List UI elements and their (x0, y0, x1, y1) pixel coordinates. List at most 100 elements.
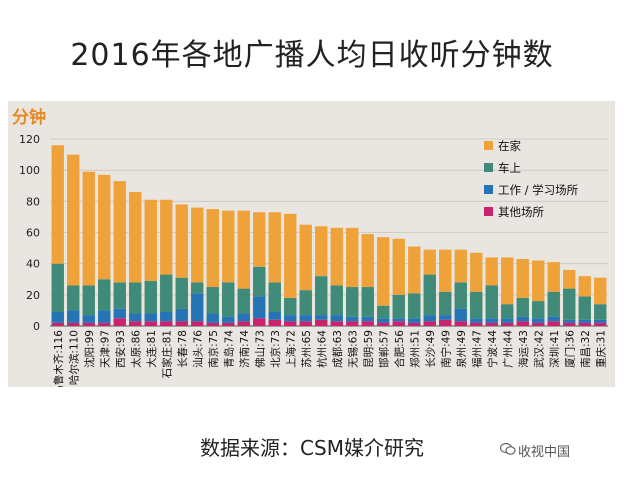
bar-segment (439, 319, 452, 326)
x-category-label: 太原:86 (129, 330, 142, 368)
x-category-label: 郑州:51 (408, 330, 421, 368)
bar-segment (175, 204, 188, 278)
bar-segment (423, 249, 436, 275)
x-category-label: 大连:81 (145, 330, 158, 368)
bar-segment (206, 209, 219, 288)
bar-segment (268, 212, 281, 283)
bar-segment (578, 276, 591, 297)
bar-segment (563, 288, 576, 320)
bar-segment (516, 321, 529, 326)
bar-segment (423, 321, 436, 326)
bar-segment (191, 207, 204, 283)
x-category-label: 南宁:49 (439, 330, 452, 368)
y-tick-label: 80 (26, 195, 40, 208)
bar-segment (532, 318, 545, 323)
bar-segment (129, 282, 142, 314)
bar-segment (98, 310, 111, 323)
bar-segment (470, 318, 483, 323)
x-category-label: 成都:63 (332, 330, 344, 368)
bar-segment (563, 322, 576, 326)
bar-segment (501, 304, 514, 319)
x-category-label: 哈尔滨:110 (67, 330, 80, 385)
bar-segment (237, 210, 250, 289)
legend-swatch (484, 207, 493, 216)
bar-segment (144, 313, 157, 322)
legend-swatch (484, 163, 493, 172)
bar-segment (377, 318, 390, 323)
x-category-label: 西安:93 (114, 330, 127, 368)
x-category-label: 苏州:65 (300, 330, 313, 368)
bar-segment (392, 318, 405, 322)
bar-segment (98, 279, 111, 311)
bar-segment (284, 321, 297, 326)
bar-segment (392, 294, 405, 319)
bar-segment (532, 301, 545, 319)
bar-segment (392, 321, 405, 326)
bar-segment (206, 322, 219, 326)
bar-segment (98, 174, 111, 280)
wechat-icon (500, 442, 516, 455)
x-category-label: 北京:73 (269, 330, 282, 368)
bar-segment (578, 322, 591, 326)
bar-segment (284, 315, 297, 322)
legend-swatch (484, 185, 493, 194)
x-category-label: 上海:72 (284, 330, 297, 368)
legend-label: 在家 (498, 139, 521, 153)
bar-segment (191, 282, 204, 294)
bar-segment (191, 321, 204, 326)
bar-segment (578, 319, 591, 323)
bar-segment (454, 321, 467, 326)
bar-segment (532, 260, 545, 302)
bar-segment (113, 282, 126, 309)
bar-segment (547, 316, 560, 322)
legend-swatch (484, 141, 493, 150)
bar-segment (408, 322, 421, 326)
bar-segment (175, 321, 188, 326)
bar-segment (547, 321, 560, 326)
y-tick-label: 20 (26, 289, 40, 302)
bar-segment (299, 315, 312, 322)
bar-segment (330, 321, 343, 326)
bar-segment (501, 257, 514, 305)
bar-segment (253, 212, 266, 267)
bar-segment (253, 266, 266, 297)
bar-segment (237, 313, 250, 322)
bar-segment (532, 322, 545, 326)
bar-segment (67, 310, 80, 323)
bar-segment (454, 249, 467, 283)
bar-segment (408, 246, 421, 294)
bar-segment (144, 280, 157, 314)
legend-label: 其他场所 (498, 205, 544, 219)
bar-segment (113, 308, 126, 319)
bar-segment (346, 316, 359, 322)
bar-segment (439, 315, 452, 320)
bar-segment (175, 277, 188, 309)
bar-segment (191, 293, 204, 322)
bar-segment (361, 316, 374, 322)
bar-segment (51, 263, 64, 312)
bar-segment (160, 199, 173, 275)
bar-segment (206, 313, 219, 323)
bar-segment (315, 315, 328, 320)
bar-segment (299, 321, 312, 326)
bar-segment (408, 318, 421, 323)
bar-segment (113, 181, 126, 283)
bar-segment (113, 318, 126, 326)
x-category-label: 杭州:64 (315, 330, 328, 368)
bar-segment (129, 191, 142, 283)
bar-segment (578, 296, 591, 320)
bar-segment (284, 213, 297, 298)
y-tick-label: 100 (19, 164, 40, 177)
bar-segment (284, 297, 297, 316)
bar-segment (485, 318, 498, 323)
y-axis-unit-label: 分钟 (12, 107, 46, 128)
bar-segment (237, 321, 250, 326)
x-category-label: 乌鲁木齐:116 (52, 330, 65, 387)
x-category-label: 广州:44 (502, 330, 514, 368)
bar-segment (175, 308, 188, 322)
chart-panel: 分钟 0 20 40 60 80 100 120 乌鲁木齐:116 哈尔滨:110 沈阳:99 天津:… (8, 101, 615, 387)
bar-segment (377, 322, 390, 326)
stacked-bar-chart: 分钟 0 20 40 60 80 100 120 乌鲁木齐:116 哈尔滨:110 沈阳:99 天津:… (12, 107, 608, 387)
bar-segment (594, 277, 607, 305)
bar-segment (129, 321, 142, 326)
